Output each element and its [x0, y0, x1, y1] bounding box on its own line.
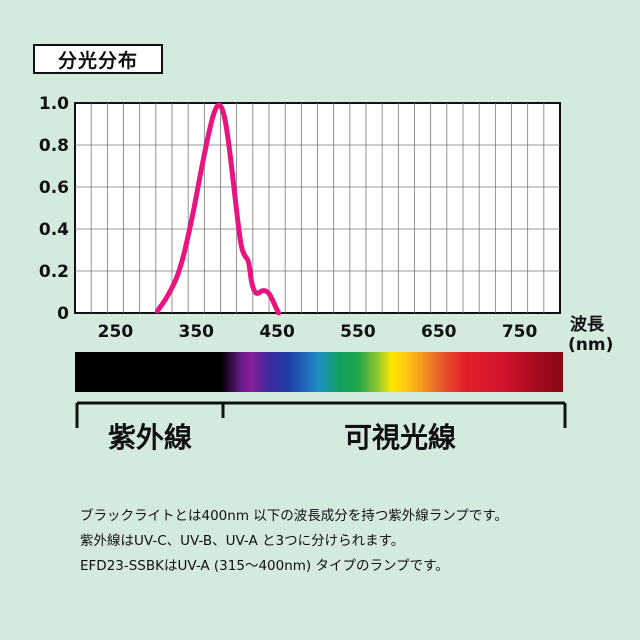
- description-line-2: 紫外線はUV-C、UV-B、UV-A と3つに分けられます。: [80, 533, 405, 549]
- uv-label: 紫外線: [107, 421, 192, 454]
- y-axis-ticks: 0 0.2 0.4 0.6 0.8 1.0: [39, 94, 69, 324]
- uv-bracket: [75, 401, 225, 428]
- series-line: [154, 102, 282, 316]
- y-tick-label: 0.2: [39, 262, 69, 282]
- x-tick-label: 450: [259, 322, 295, 342]
- x-tick-label: 350: [179, 322, 215, 342]
- x-axis-unit: (nm): [568, 335, 613, 355]
- x-axis-ticks: 250 350 450 550 650 750: [98, 322, 538, 342]
- x-tick-label: 650: [421, 322, 457, 342]
- y-tick-label: 1.0: [39, 94, 69, 114]
- description-line-1: ブラックライトとは400nm 以下の波長成分を持つ紫外線ランプです。: [80, 508, 509, 524]
- description: ブラックライトとは400nm 以下の波長成分を持つ紫外線ランプです。 紫外線はU…: [80, 504, 620, 579]
- spectrum-color-bar: [75, 352, 563, 392]
- grid-lines: [75, 103, 560, 313]
- x-tick-label: 550: [340, 322, 376, 342]
- y-tick-label: 0: [57, 304, 69, 324]
- chart-title-box: 分光分布: [33, 44, 163, 74]
- chart-title: 分光分布: [57, 49, 138, 72]
- x-axis-label: 波長: [570, 314, 605, 335]
- y-tick-label: 0.6: [39, 178, 69, 198]
- y-tick-label: 0.8: [39, 136, 69, 156]
- y-tick-label: 0.4: [39, 220, 69, 240]
- description-line-3: EFD23-SSBKはUV-A (315～400nm) タイプのランプです。: [80, 558, 449, 574]
- x-tick-label: 750: [502, 322, 538, 342]
- visible-light-label: 可視光線: [343, 421, 456, 454]
- visible-bracket: [223, 401, 567, 428]
- x-tick-label: 250: [98, 322, 134, 342]
